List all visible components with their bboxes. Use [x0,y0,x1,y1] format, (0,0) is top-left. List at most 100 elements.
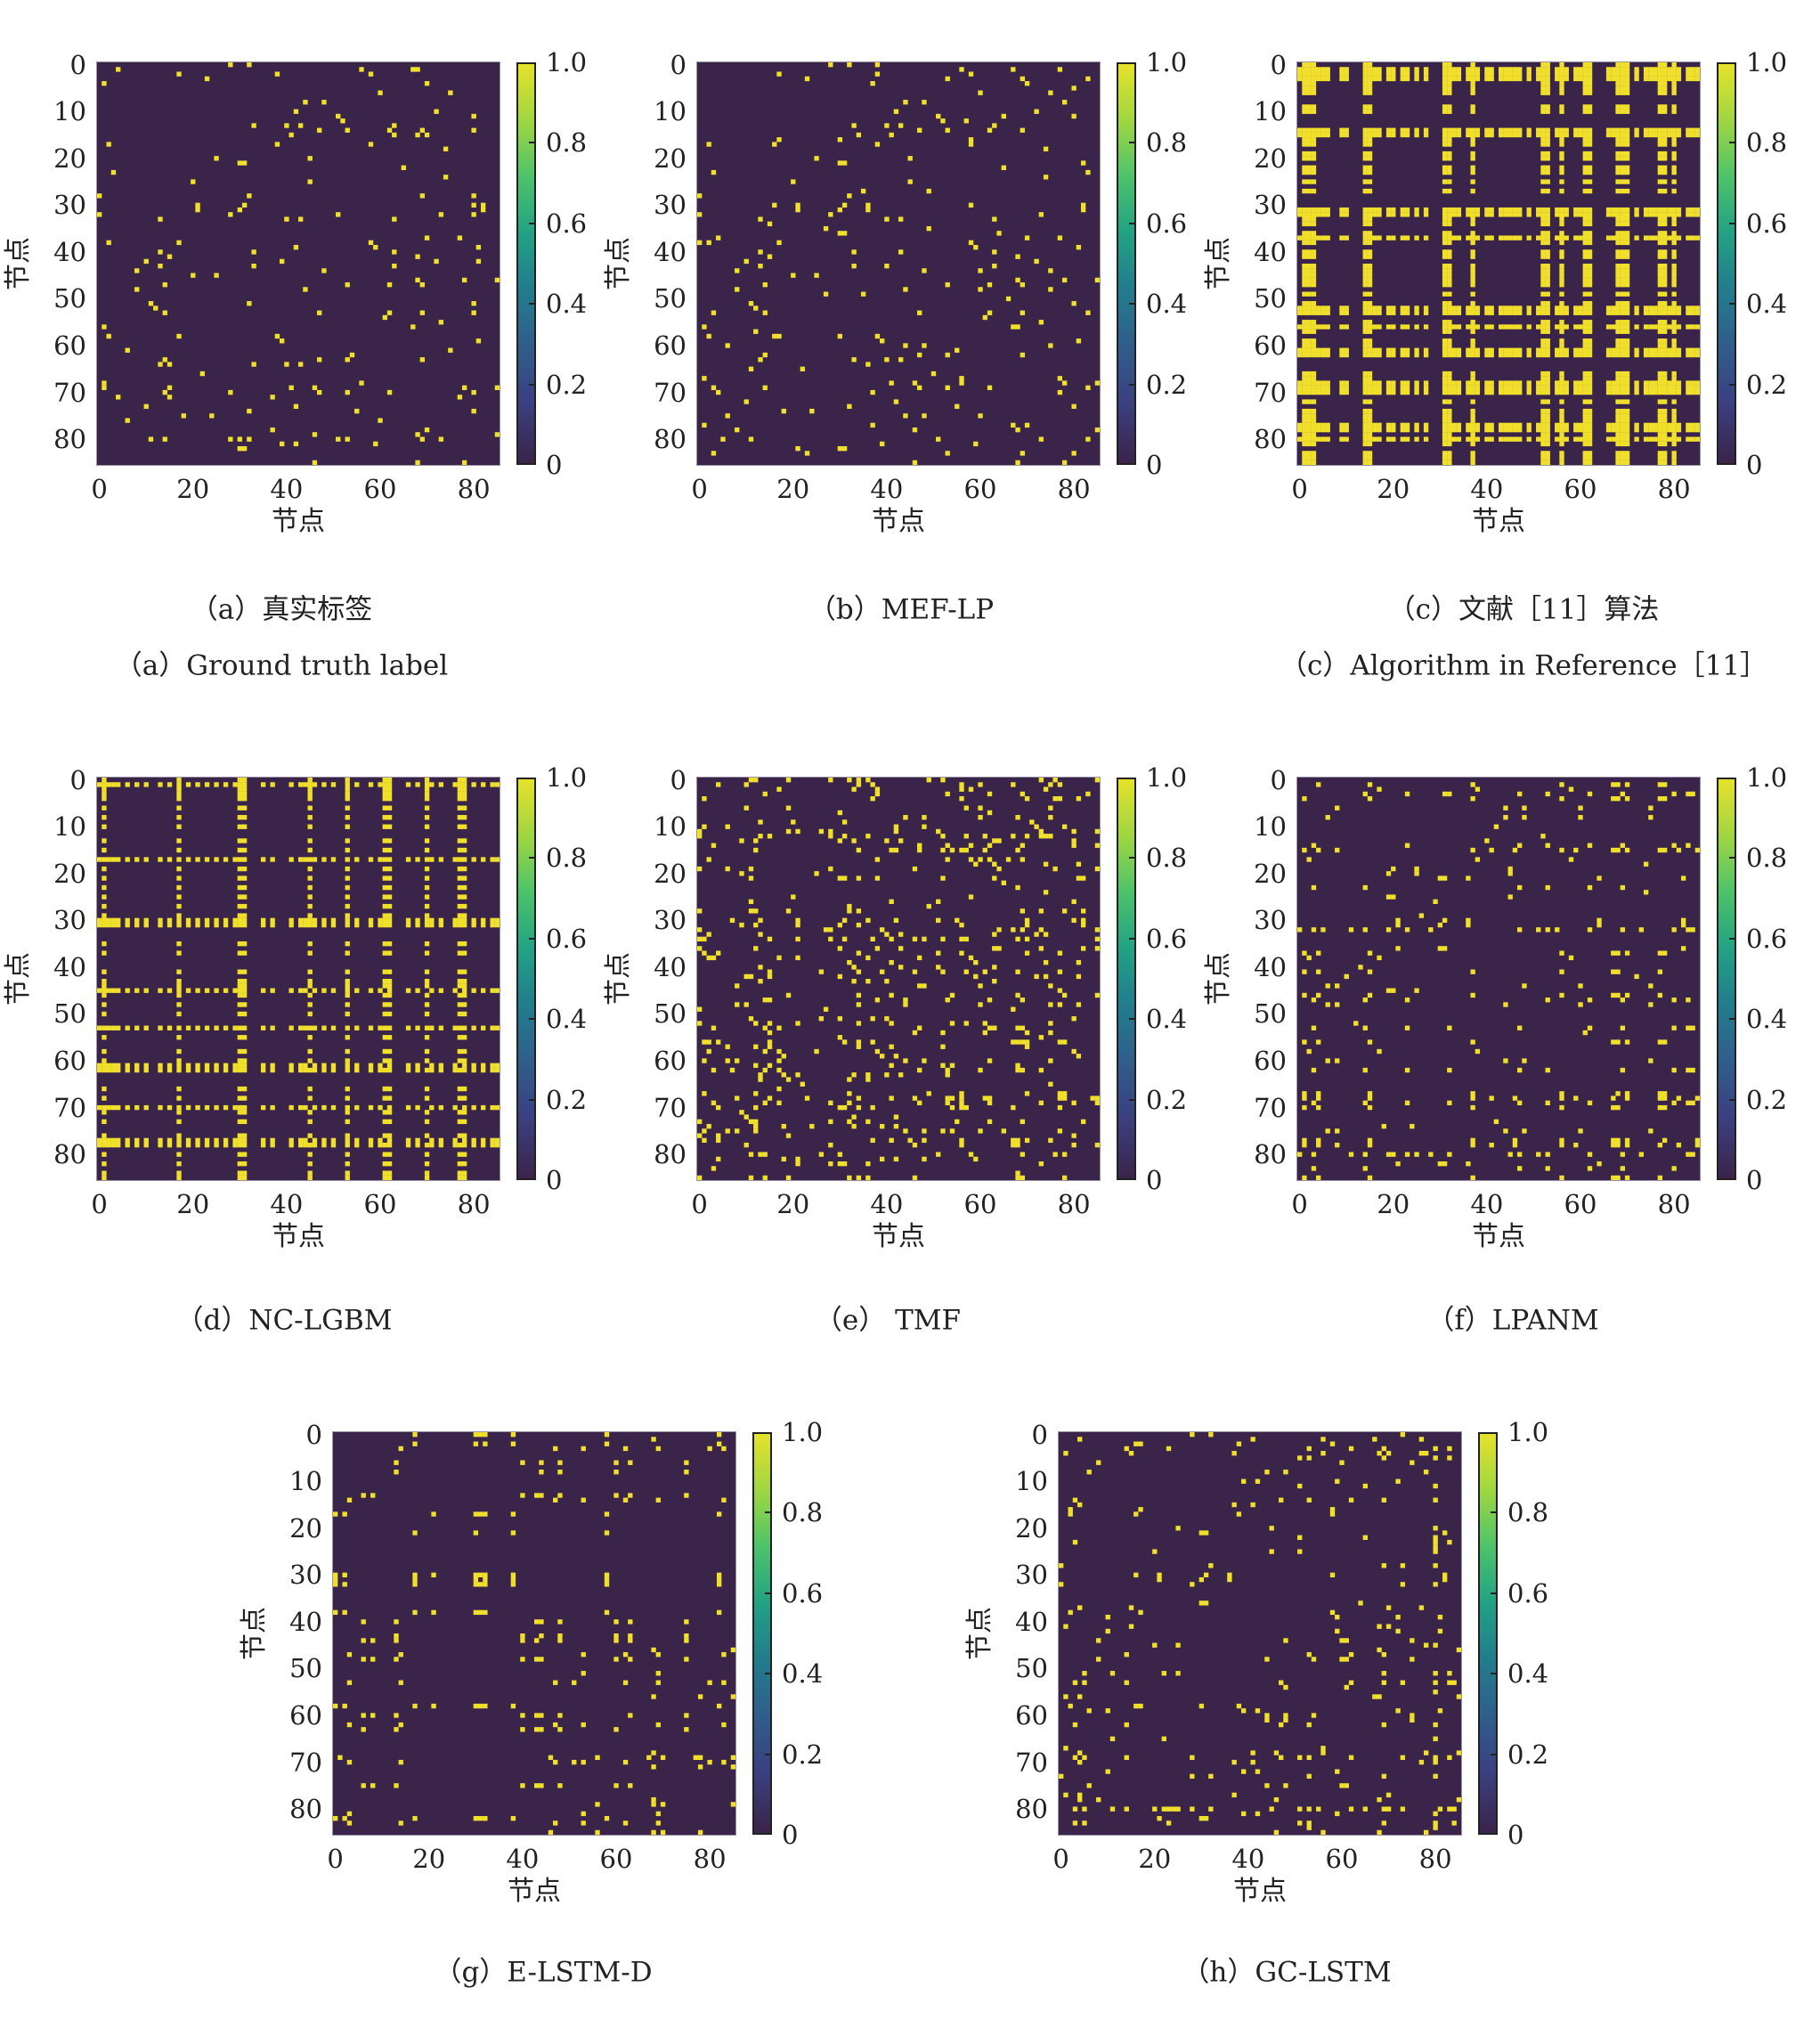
heatmap-cell [1671,998,1677,1003]
heatmap-cell [461,1011,467,1017]
heatmap-cell [1559,1104,1564,1111]
y-tick-label: 0 [1031,1419,1048,1450]
heatmap-cell [1573,1142,1579,1148]
heatmap-cell [1325,347,1330,353]
heatmap-cell [116,1063,121,1068]
heatmap-cell [321,1137,327,1144]
heatmap-cell [204,1137,210,1144]
heatmap-cell [431,1511,436,1517]
heatmap-cell [1634,71,1639,77]
heatmap-cell [1269,1806,1274,1812]
heatmap-cell [1578,380,1583,386]
heatmap-cell [968,1152,974,1157]
heatmap-cell [1662,169,1668,175]
heatmap-cell [1311,385,1317,391]
heatmap-cell [1662,436,1668,442]
heatmap-cell [1020,1039,1026,1045]
heatmap-cell [1564,212,1569,217]
heatmap-cell [1503,1002,1508,1007]
heatmap-cell [1694,207,1700,213]
heatmap-cell [1442,273,1448,278]
heatmap-cell [1072,1722,1078,1728]
heatmap-cell [1671,137,1677,143]
heatmap-cell [1545,418,1550,423]
heatmap-cell [303,100,308,105]
heatmap-cell [1447,1067,1452,1073]
heatmap-cell [1456,385,1462,391]
heatmap-cell [1447,1806,1452,1812]
heatmap-cell [1470,324,1475,330]
heatmap-cell [1662,310,1668,315]
heatmap-cell [167,1137,173,1144]
heatmap-cell [945,1067,950,1073]
heatmap-cell [1545,320,1550,325]
heatmap-cell [102,1110,107,1115]
heatmap-cell [1624,264,1630,269]
heatmap-cell [1517,76,1523,82]
heatmap-cell [490,1063,495,1068]
heatmap-cell [1447,137,1452,143]
panel-d: 0 10 20 30 40 50 60 70 80 0 20 40 60 80 节点 节点 0 0.2 0.4 0.6… [3,762,587,1252]
heatmap-cell [604,1441,610,1446]
heatmap-cell [1367,329,1373,334]
x-tick-label: 0 [691,1189,708,1219]
heatmap-cell [317,127,322,133]
heatmap-cell [762,282,768,288]
heatmap-cell [274,142,280,147]
colorbar-tick [529,857,534,859]
heatmap-cell [1545,71,1550,77]
heatmap-cell [1624,1039,1630,1045]
heatmap-cell [1545,408,1550,414]
heatmap-cell [987,385,993,391]
heatmap-cell [415,1142,420,1148]
heatmap-cell [1657,81,1663,86]
heatmap-cell [553,1680,558,1685]
heatmap-cell [1456,212,1462,217]
heatmap-cell [1657,1142,1663,1148]
heatmap-cell [1302,151,1307,157]
heatmap-cell [795,1156,800,1162]
heatmap-cell [1094,1096,1100,1101]
heatmap-cell [480,782,486,787]
heatmap-cell [237,1119,243,1125]
heatmap-cell [1620,338,1626,344]
heatmap-cell [102,857,107,862]
heatmap-cell [1404,843,1410,848]
heatmap-cell [1615,231,1621,236]
heatmap-cell [1362,427,1368,433]
heatmap-cell [1447,156,1452,161]
heatmap-cell [622,1680,629,1685]
heatmap-cell [879,927,885,933]
heatmap-cell [982,1096,987,1101]
heatmap-cell [386,876,393,881]
heatmap-cell [753,778,759,783]
heatmap-cell [1648,324,1653,330]
heatmap-cell [922,343,927,348]
heatmap-cell [1302,240,1307,246]
heatmap-cell [1470,109,1475,114]
heatmap-cell [1564,132,1569,138]
heatmap-cell [110,988,117,993]
heatmap-cell [1615,86,1621,91]
heatmap-cell [1316,1806,1321,1812]
heatmap-cell [1320,324,1326,330]
x-axis-label: 节点 [1472,506,1525,537]
heatmap-cell [1694,427,1700,433]
heatmap-cell [307,815,313,820]
heatmap-cell [1451,235,1457,240]
heatmap-cell [97,1137,102,1144]
heatmap-cell [1316,1039,1321,1045]
heatmap-cell [1362,273,1368,278]
heatmap-cell [1499,427,1504,433]
heatmap-cell [655,1680,662,1685]
heatmap-cell [102,778,107,783]
heatmap-cell [102,950,107,956]
heatmap-cell [1555,305,1560,311]
heatmap-cell [1344,380,1349,386]
heatmap-cell [1470,67,1475,72]
heatmap-cell [1620,268,1626,273]
heatmap-cell [1676,71,1682,77]
heatmap-cell [613,1460,619,1465]
heatmap-cell [1662,422,1668,428]
heatmap-cell [1306,305,1312,311]
